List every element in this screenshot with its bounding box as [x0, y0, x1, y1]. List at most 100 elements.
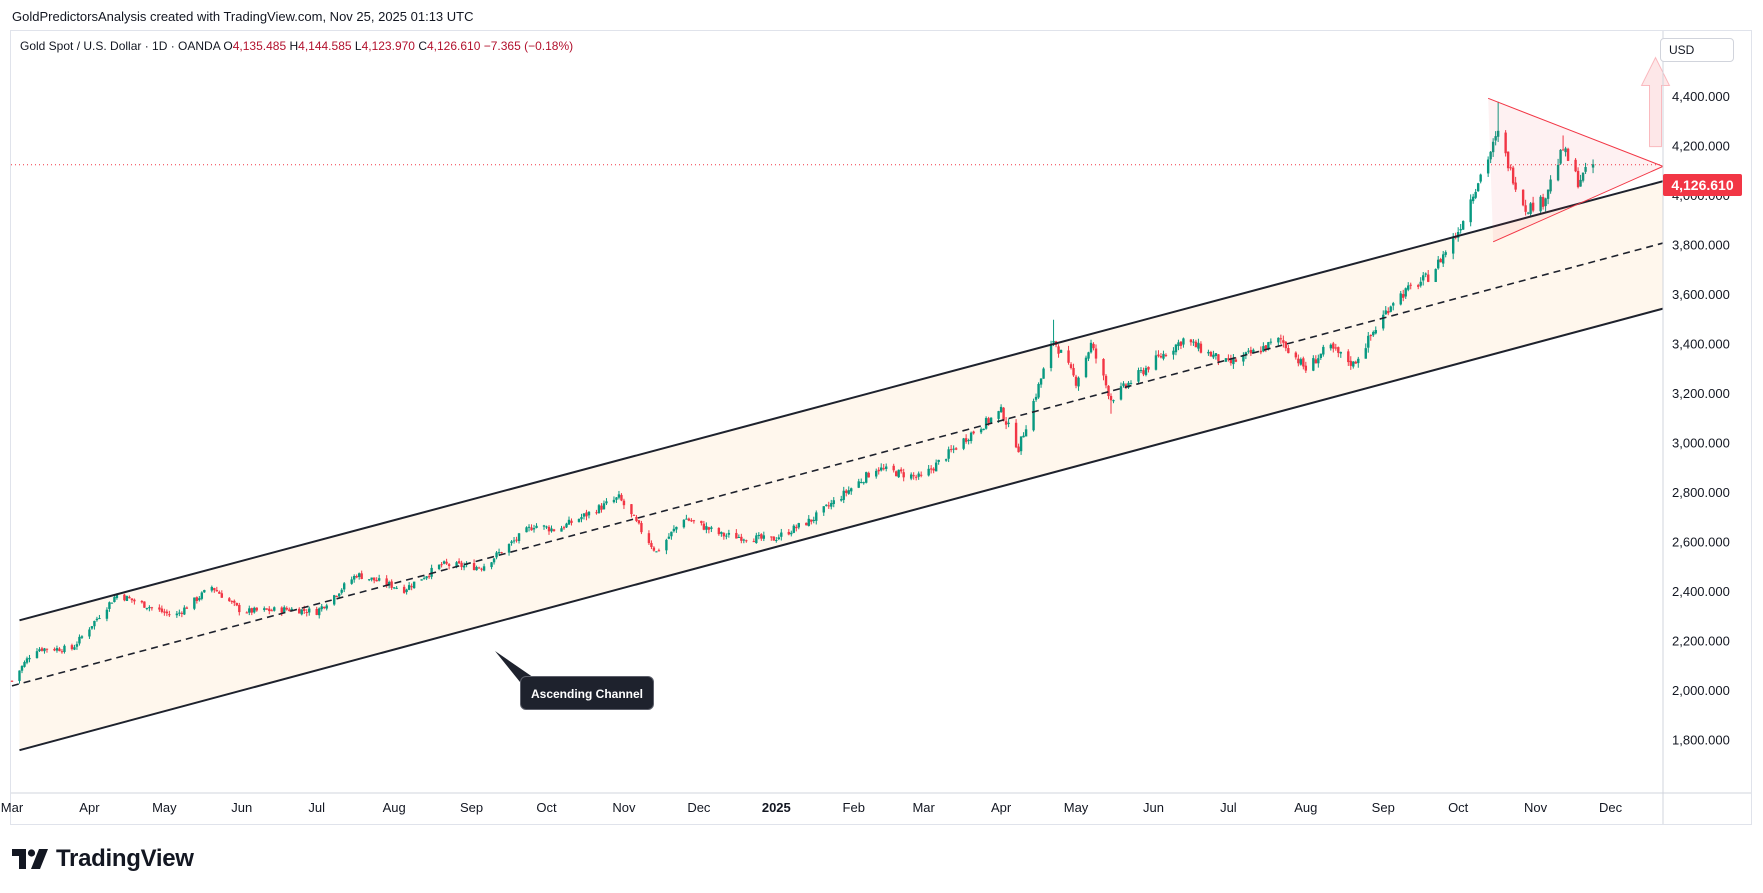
candle-body	[342, 583, 346, 590]
candle-body	[250, 608, 253, 613]
candle-body	[967, 440, 970, 442]
candle-body	[860, 482, 863, 484]
candle-body	[944, 459, 948, 461]
candle-body	[1157, 354, 1160, 357]
candle-body	[845, 490, 848, 493]
candle-body	[143, 601, 146, 608]
candle-body	[1469, 199, 1472, 223]
candle-body	[827, 505, 830, 507]
candle-body	[445, 561, 448, 564]
candle-body	[675, 526, 678, 530]
candle-body	[75, 644, 79, 647]
candle-body	[510, 541, 513, 544]
candle-body	[552, 529, 556, 532]
candle-body	[857, 481, 860, 488]
candle-body	[1559, 149, 1562, 164]
candle-body	[130, 598, 134, 601]
last-price-tag: 4,126.610	[1663, 174, 1742, 196]
candle-body	[245, 612, 248, 614]
candle-body	[1052, 340, 1055, 343]
candle-body	[655, 551, 658, 553]
x-tick-label: Sep	[1372, 800, 1395, 815]
candle-body	[93, 620, 96, 627]
x-tick-label: Aug	[383, 800, 406, 815]
candle-body	[1249, 349, 1253, 354]
candle-body	[280, 607, 283, 613]
candle-body	[795, 526, 798, 529]
x-tick-label: Apr	[991, 800, 1012, 815]
candle-body	[402, 586, 406, 593]
candle-body	[405, 589, 408, 592]
candle-body	[185, 607, 189, 609]
candle-body	[1194, 341, 1198, 348]
candle-body	[145, 607, 149, 609]
candle-body	[1564, 148, 1567, 153]
candle-body	[1347, 351, 1350, 363]
candle-body	[535, 525, 538, 528]
candle-body	[580, 517, 583, 520]
candle-body	[570, 520, 573, 523]
open-label: O	[223, 39, 233, 53]
ascending-channel-callout[interactable]: Ascending Channel	[520, 676, 654, 710]
candle-body	[1367, 335, 1370, 348]
x-tick-label: Mar	[912, 800, 935, 815]
candle-body	[707, 527, 711, 530]
candle-body	[705, 526, 708, 530]
candle-body	[847, 490, 850, 494]
candle-body	[1192, 341, 1195, 343]
y-tick-label: 2,000.000	[1672, 683, 1730, 698]
candle-body	[1504, 132, 1507, 154]
candle-body	[1369, 334, 1372, 337]
close-value: 4,126.610	[426, 39, 481, 53]
candle-body	[298, 608, 301, 614]
low-value: 4,123.970	[361, 39, 415, 53]
x-tick-label: Dec	[1599, 800, 1623, 815]
candle-body	[825, 504, 828, 506]
tradingview-logo[interactable]: TradingView	[12, 845, 194, 873]
symbol-legend: Gold Spot / U.S. Dollar · 1D · OANDA O4,…	[20, 39, 573, 53]
candle-body	[1531, 202, 1535, 211]
candle-body	[1471, 196, 1475, 202]
candle-body	[340, 589, 343, 593]
candle-body	[133, 599, 136, 602]
candle-body	[1584, 167, 1587, 172]
candle-body	[1494, 136, 1497, 141]
candle-body	[288, 609, 291, 611]
candle-body	[914, 476, 918, 478]
candle-body	[263, 608, 266, 610]
candle-body	[840, 499, 843, 501]
x-tick-label: Nov	[1524, 800, 1548, 815]
candle-body	[984, 417, 988, 429]
x-tick-label: May	[1064, 800, 1089, 815]
candle-body	[492, 558, 496, 563]
candle-body	[1544, 198, 1547, 207]
candle-body	[999, 406, 1003, 413]
triangle-upper-line	[1487, 97, 1664, 167]
candle-body	[672, 528, 676, 532]
axes-layer: 1,800.000 2,000.000 2,200.000 2,400.000 2,60…	[1, 31, 1751, 824]
candle-body	[760, 534, 763, 539]
candle-body	[1384, 310, 1387, 315]
candle-body	[1422, 275, 1425, 281]
candle-body	[927, 468, 930, 476]
currency-button[interactable]: USD	[1660, 38, 1734, 62]
candle-body	[1591, 164, 1595, 168]
y-tick-label: 3,800.000	[1672, 238, 1730, 253]
candle-body	[1434, 269, 1437, 282]
candle-body	[1004, 421, 1008, 425]
candle-body	[90, 626, 94, 629]
candle-body	[412, 581, 416, 589]
candle-body	[720, 531, 723, 534]
candle-body	[735, 532, 738, 539]
candle-body	[964, 438, 968, 442]
candle-body	[248, 608, 251, 613]
candle-body	[1282, 340, 1285, 343]
candle-body	[1217, 354, 1220, 362]
candle-body	[160, 608, 164, 612]
candle-body	[18, 670, 21, 681]
candle-body	[1439, 258, 1442, 263]
candle-body	[1299, 359, 1303, 365]
candle-body	[1496, 130, 1500, 137]
candle-body	[1182, 338, 1185, 345]
